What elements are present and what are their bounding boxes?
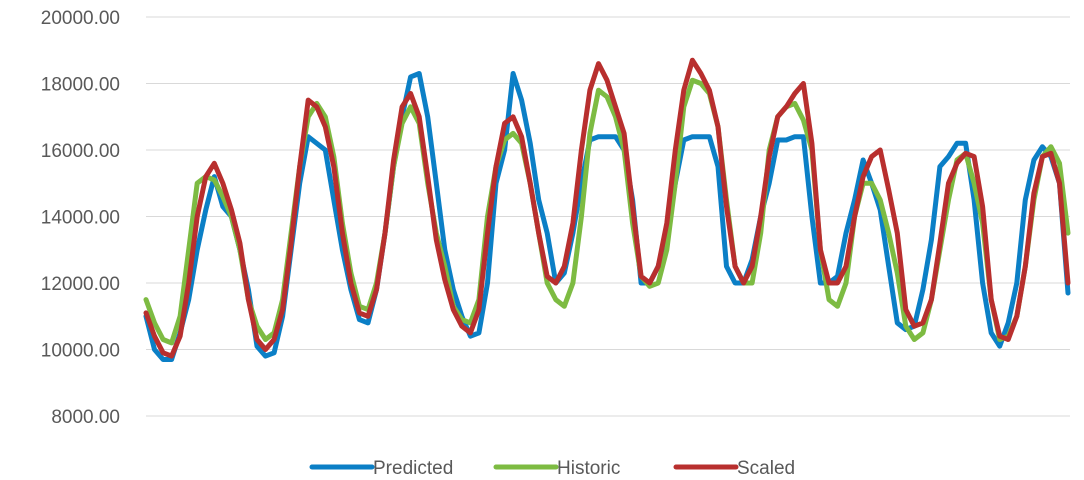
y-tick-label: 18000.00 bbox=[41, 75, 120, 96]
y-axis-tick-labels: 8000.00 10000.00 12000.00 14000.00 16000.00 1… bbox=[41, 8, 120, 428]
series-lines bbox=[143, 57, 1071, 362]
legend: Predicted Historic Scaled bbox=[309, 458, 795, 479]
y-tick-label: 20000.00 bbox=[41, 8, 120, 29]
y-tick-label: 16000.00 bbox=[41, 141, 120, 162]
series-line-scaled bbox=[143, 57, 1071, 359]
y-tick-label: 8000.00 bbox=[51, 407, 120, 428]
y-tick-label: 10000.00 bbox=[41, 341, 120, 362]
y-tick-label: 12000.00 bbox=[41, 274, 120, 295]
legend-label-historic: Historic bbox=[557, 458, 620, 479]
legend-label-predicted: Predicted bbox=[373, 458, 453, 479]
y-tick-label: 14000.00 bbox=[41, 208, 120, 229]
legend-label-scaled: Scaled bbox=[737, 458, 795, 479]
